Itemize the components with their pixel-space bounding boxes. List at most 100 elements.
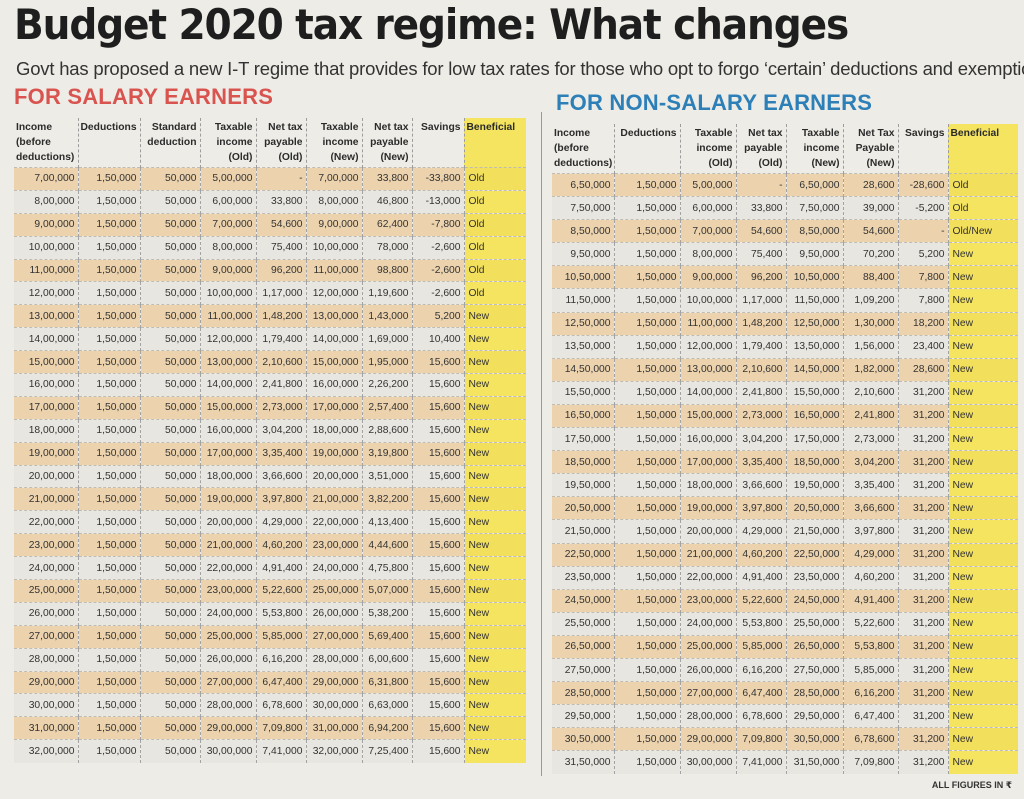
table-cell: 2,73,000 [843, 427, 899, 451]
table-cell: 1,50,000 [614, 565, 681, 590]
table-cell: 3,04,200 [736, 427, 787, 451]
table-cell: 7,25,400 [362, 739, 413, 763]
beneficial-cell: New [464, 304, 526, 328]
table-cell: 30,00,000 [680, 750, 737, 774]
col-header-net-tax-new: Net tax payable (New) [362, 118, 413, 168]
table-cell: 31,50,000 [552, 750, 615, 774]
table-cell: 1,69,000 [362, 327, 413, 351]
beneficial-cell: New [464, 533, 526, 557]
beneficial-cell: New [464, 487, 526, 511]
table-cell: 33,800 [362, 167, 413, 191]
table-cell: 46,800 [362, 189, 413, 214]
table-cell: 26,00,000 [680, 657, 737, 682]
salary-table: Income (before deductions) Deductions St… [14, 118, 526, 763]
table-cell: 8,00,000 [14, 189, 79, 214]
table-cell: 17,50,000 [552, 427, 615, 451]
table-cell: 9,00,000 [14, 212, 79, 237]
table-cell: 1,50,000 [78, 624, 141, 649]
table-cell: 23,00,000 [680, 588, 737, 613]
table-cell: 50,000 [140, 510, 201, 534]
table-cell: 23,00,000 [200, 579, 257, 603]
table-cell: 1,50,000 [614, 380, 681, 405]
table-cell: 14,00,000 [14, 327, 79, 351]
beneficial-cell: New [464, 716, 526, 740]
table-cell: 27,50,000 [552, 657, 615, 682]
table-row: 24,00,000 1,50,000 50,000 22,00,000 4,91,400… [14, 556, 526, 580]
table-row: 22,50,000 1,50,000 21,00,000 4,60,200 22,50,… [552, 542, 1018, 567]
table-cell: 16,50,000 [786, 403, 844, 428]
table-cell: 31,200 [898, 634, 949, 659]
table-cell: 1,50,000 [614, 172, 681, 197]
table-cell: 30,50,000 [786, 727, 844, 751]
table-cell: 24,00,000 [14, 556, 79, 580]
table-cell: - [256, 167, 307, 191]
table-cell: 26,50,000 [552, 634, 615, 659]
table-row: 8,50,000 1,50,000 7,00,000 54,600 8,50,000 54… [552, 219, 1018, 243]
table-cell: 1,50,000 [78, 487, 141, 511]
table-cell: 6,50,000 [552, 172, 615, 197]
table-cell: 5,00,000 [200, 167, 257, 191]
beneficial-cell: New [948, 704, 1018, 728]
table-cell: 70,200 [843, 242, 899, 266]
table-cell: 2,41,800 [736, 380, 787, 405]
table-cell: 23,00,000 [14, 533, 79, 557]
table-row: 14,00,000 1,50,000 50,000 12,00,000 1,79,400… [14, 327, 526, 351]
col-header-taxable-income-new: Taxable income (New) [306, 118, 363, 168]
beneficial-cell: New [948, 427, 1018, 451]
table-cell: 4,60,200 [736, 542, 787, 567]
table-cell: 3,66,600 [843, 496, 899, 520]
beneficial-cell: New [464, 693, 526, 717]
table-cell: 17,50,000 [786, 427, 844, 451]
table-cell: 15,600 [412, 556, 465, 580]
table-cell: 22,00,000 [14, 510, 79, 534]
table-cell: 1,50,000 [78, 739, 141, 763]
table-cell: 15,600 [412, 373, 465, 397]
table-cell: 15,00,000 [14, 350, 79, 374]
table-cell: 15,600 [412, 464, 465, 488]
table-cell: 29,50,000 [552, 704, 615, 728]
col-header-savings: Savings [412, 118, 465, 168]
table-cell: 6,63,000 [362, 693, 413, 717]
table-cell: 1,50,000 [614, 265, 681, 289]
table-cell: 27,00,000 [680, 681, 737, 705]
table-cell: 1,09,200 [843, 288, 899, 313]
table-row: 13,50,000 1,50,000 12,00,000 1,79,400 13,50,… [552, 334, 1018, 359]
table-cell: 25,50,000 [786, 611, 844, 636]
table-cell: 1,50,000 [614, 704, 681, 728]
table-cell: 7,09,800 [256, 716, 307, 740]
table-cell: 3,04,200 [256, 418, 307, 443]
table-cell: 2,41,800 [256, 373, 307, 397]
table-cell: 20,50,000 [786, 496, 844, 520]
table-cell: 3,04,200 [843, 450, 899, 474]
table-cell: 24,00,000 [680, 611, 737, 636]
table-row: 29,50,000 1,50,000 28,00,000 6,78,600 29,50,… [552, 704, 1018, 728]
table-cell: 1,50,000 [614, 242, 681, 266]
table-cell: 31,50,000 [786, 750, 844, 774]
table-cell: 1,50,000 [614, 657, 681, 682]
table-cell: 2,57,400 [362, 395, 413, 420]
table-cell: 2,10,600 [736, 357, 787, 382]
table-cell: 96,200 [736, 265, 787, 289]
table-cell: 2,10,600 [256, 350, 307, 374]
beneficial-cell: New [464, 601, 526, 626]
table-cell: 3,19,800 [362, 441, 413, 466]
beneficial-cell: Old/New [948, 219, 1018, 243]
table-cell: 31,00,000 [14, 716, 79, 740]
table-cell: 5,22,600 [256, 579, 307, 603]
table-cell: 5,07,000 [362, 579, 413, 603]
col-header-beneficial: Beneficial [464, 118, 526, 168]
table-cell: 25,50,000 [552, 611, 615, 636]
table-cell: 10,00,000 [14, 235, 79, 260]
table-cell: 21,50,000 [786, 519, 844, 543]
table-cell: 15,600 [412, 487, 465, 511]
table-cell: 28,50,000 [786, 681, 844, 705]
table-cell: 1,50,000 [78, 189, 141, 214]
page-subtitle: Govt has proposed a new I-T regime that … [16, 58, 1024, 79]
table-cell: 28,00,000 [306, 647, 363, 672]
table-row: 19,50,000 1,50,000 18,00,000 3,66,600 19,50,… [552, 473, 1018, 497]
table-cell: 6,16,200 [736, 657, 787, 682]
table-row: 7,50,000 1,50,000 6,00,000 33,800 7,50,000 39… [552, 196, 1018, 220]
table-cell: 3,51,000 [362, 464, 413, 488]
column-divider [541, 112, 542, 776]
table-cell: 13,00,000 [306, 304, 363, 328]
